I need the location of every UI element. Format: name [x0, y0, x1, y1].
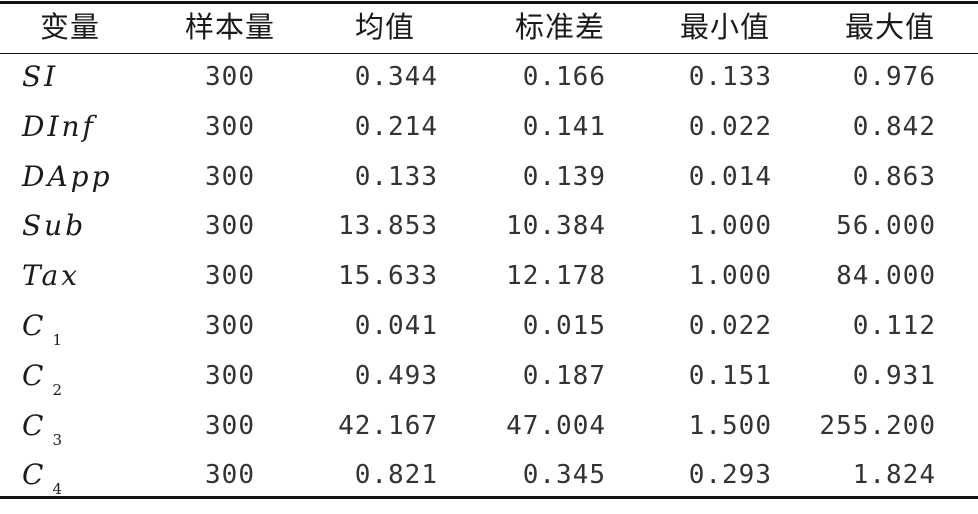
cell-sample-size: 300 — [205, 410, 255, 441]
table-row: C 3 300 42.167 47.004 1.500 255.200 — [0, 401, 978, 451]
cell-max: 84.000 — [836, 261, 936, 292]
table-row: C 4 300 0.821 0.345 0.293 1.824 — [0, 450, 978, 500]
cell-mean: 15.633 — [338, 261, 438, 292]
variable-name: Tax — [22, 259, 80, 293]
header-std-dev: 标准差 — [514, 10, 605, 44]
cell-max: 0.931 — [852, 360, 936, 391]
cell-min: 1.000 — [688, 261, 772, 292]
cell-mean: 42.167 — [338, 410, 438, 441]
cell-std-dev: 10.384 — [506, 211, 606, 242]
variable-name: DInf — [22, 109, 96, 143]
variable-subscript: 3 — [52, 430, 62, 449]
cell-min: 1.500 — [688, 410, 772, 441]
table-row: SI 300 0.344 0.166 0.133 0.976 — [0, 52, 978, 102]
cell-variable: Sub — [22, 201, 162, 251]
cell-sample-size: 300 — [205, 211, 255, 242]
header-row: 变量 样本量 均值 标准差 最小值 最大值 — [0, 2, 978, 52]
cell-std-dev: 0.345 — [522, 460, 606, 491]
cell-mean: 13.853 — [338, 211, 438, 242]
variable-name: C — [22, 309, 47, 342]
cell-sample-size: 300 — [205, 360, 255, 391]
cell-min: 1.000 — [688, 211, 772, 242]
header-rule — [0, 53, 978, 54]
variable-subscript: 2 — [52, 380, 62, 399]
cell-max: 0.842 — [852, 111, 936, 142]
variable-name: C — [22, 408, 47, 442]
cell-mean: 0.344 — [354, 62, 438, 92]
cell-mean: 0.821 — [354, 460, 438, 491]
cell-mean: 0.041 — [354, 311, 438, 341]
top-rule — [0, 1, 978, 4]
cell-std-dev: 0.141 — [522, 111, 606, 142]
cell-sample-size: 300 — [205, 261, 255, 292]
cell-min: 0.022 — [688, 111, 772, 142]
table-row: DInf 300 0.214 0.141 0.022 0.842 — [0, 102, 978, 152]
variable-subscript: 1 — [52, 331, 62, 349]
variable-name: Sub — [22, 209, 87, 243]
cell-min: 0.133 — [688, 62, 772, 92]
table-row: C 1 300 0.041 0.015 0.022 0.112 — [0, 301, 978, 351]
cell-variable: Tax — [22, 251, 162, 301]
header-sample-size: 样本量 — [184, 10, 275, 44]
cell-mean: 0.214 — [354, 111, 438, 142]
header-mean: 均值 — [354, 10, 415, 44]
cell-max: 56.000 — [836, 211, 936, 242]
cell-variable: DInf — [22, 102, 162, 152]
cell-sample-size: 300 — [205, 161, 255, 192]
cell-std-dev: 0.187 — [522, 360, 606, 391]
variable-name: C — [22, 358, 47, 392]
cell-mean: 0.133 — [354, 161, 438, 192]
cell-std-dev: 47.004 — [506, 410, 606, 441]
bottom-rule — [0, 496, 978, 499]
cell-sample-size: 300 — [205, 311, 255, 341]
table-row: C 2 300 0.493 0.187 0.151 0.931 — [0, 351, 978, 401]
cell-max: 0.863 — [852, 161, 936, 192]
cell-sample-size: 300 — [205, 460, 255, 491]
cell-min: 0.022 — [688, 311, 772, 341]
cell-std-dev: 12.178 — [506, 261, 606, 292]
table-row: Sub 300 13.853 10.384 1.000 56.000 — [0, 201, 978, 251]
table-row: DApp 300 0.133 0.139 0.014 0.863 — [0, 152, 978, 202]
variable-name: DApp — [22, 159, 113, 193]
cell-max: 0.112 — [852, 311, 936, 341]
cell-max: 255.200 — [819, 410, 936, 441]
cell-min: 0.293 — [688, 460, 772, 491]
cell-std-dev: 0.139 — [522, 161, 606, 192]
cell-variable: SI — [22, 52, 162, 102]
variable-name: C — [22, 458, 47, 492]
cell-min: 0.151 — [688, 360, 772, 391]
cell-sample-size: 300 — [205, 111, 255, 142]
header-min: 最小值 — [679, 10, 770, 44]
cell-sample-size: 300 — [205, 62, 255, 92]
table-row: Tax 300 15.633 12.178 1.000 84.000 — [0, 251, 978, 301]
header-variable: 变量 — [40, 10, 101, 44]
cell-max: 1.824 — [852, 460, 936, 491]
variable-name: SI — [22, 60, 59, 93]
header-max: 最大值 — [844, 10, 935, 44]
cell-variable: DApp — [22, 152, 162, 202]
cell-std-dev: 0.166 — [522, 62, 606, 92]
statistics-table: 变量 样本量 均值 标准差 最小值 最大值 SI 300 0.344 0.166 0.1… — [0, 1, 978, 500]
cell-min: 0.014 — [688, 161, 772, 192]
cell-mean: 0.493 — [354, 360, 438, 391]
cell-std-dev: 0.015 — [522, 311, 606, 341]
cell-max: 0.976 — [852, 62, 936, 92]
variable-subscript: 4 — [52, 480, 62, 499]
